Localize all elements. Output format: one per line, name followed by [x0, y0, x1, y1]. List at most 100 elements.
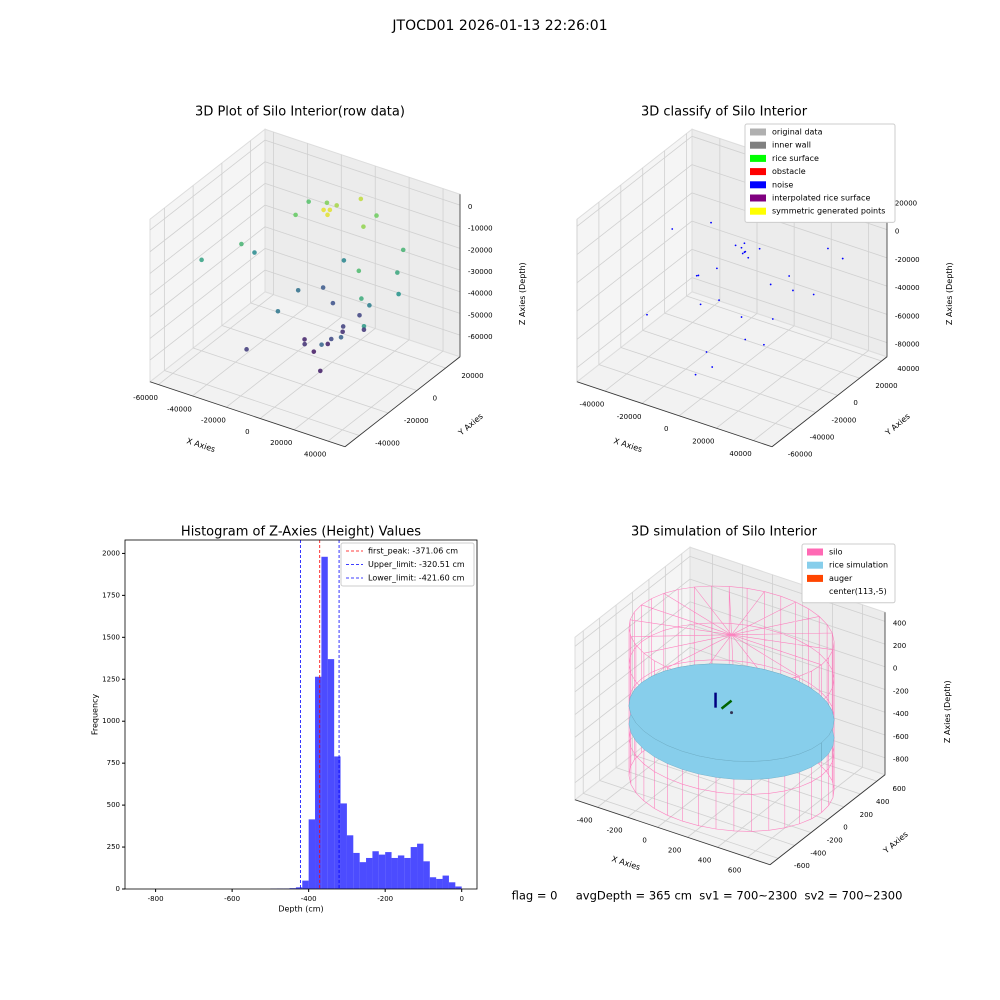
bar	[436, 878, 443, 889]
legend-label: Upper_limit: -320.51 cm	[368, 560, 465, 569]
chart-title: 3D Plot of Silo Interior(row data)	[195, 105, 405, 120]
grid-line	[264, 248, 461, 314]
x-tick-label: -40000	[167, 405, 192, 413]
x-tick-label: -20000	[617, 413, 642, 421]
point	[252, 250, 257, 255]
chart-title: Histogram of Z-Axies (Height) Values	[181, 525, 421, 540]
grid-line	[689, 601, 886, 668]
x-tick-label: -400	[301, 895, 317, 903]
z-axis-label: Z Axies (Depth)	[943, 680, 952, 743]
point	[361, 324, 367, 329]
z-tick-label: 200	[893, 642, 906, 650]
z-tick-label: 400	[893, 619, 906, 627]
point	[330, 300, 336, 306]
grid-line	[664, 312, 860, 379]
grid-line	[716, 337, 832, 429]
grid-line	[753, 350, 869, 441]
point	[812, 293, 815, 296]
grid-line	[604, 300, 721, 392]
x-tick-label: 40000	[729, 450, 751, 458]
point	[334, 203, 339, 208]
legend-swatch	[807, 574, 823, 582]
bar	[346, 835, 354, 889]
chart-title: 3D simulation of Silo Interior	[631, 525, 818, 540]
point	[695, 274, 698, 277]
bar	[448, 882, 456, 889]
point	[325, 341, 331, 347]
point	[199, 257, 204, 263]
point	[694, 373, 697, 376]
axis-line	[576, 381, 773, 448]
y-tick-label: -200	[827, 837, 843, 845]
legend-label: obstacle	[772, 167, 806, 176]
y-tick-label: -600	[794, 862, 810, 870]
grid-line	[576, 277, 693, 368]
y-tick-label: 750	[107, 759, 120, 767]
legend-swatch	[750, 207, 766, 215]
grid-line	[226, 316, 342, 408]
grid-line	[574, 556, 691, 647]
point	[340, 324, 346, 329]
axis-line	[344, 356, 461, 448]
auger-arm	[720, 699, 733, 710]
z-tick-label: -400	[893, 710, 909, 718]
x-tick-label: 20000	[692, 438, 714, 446]
y-tick-label: -20000	[404, 417, 429, 425]
bar	[289, 888, 296, 889]
z-tick-label: -80000	[895, 341, 920, 349]
bar	[340, 803, 347, 889]
grid-line	[192, 347, 389, 414]
legend-swatch	[807, 548, 823, 556]
bar	[295, 887, 303, 889]
axis-line	[771, 356, 888, 448]
grid-line	[264, 139, 461, 206]
legend-label: noise	[772, 180, 793, 189]
z-tick-label: -60000	[895, 312, 920, 320]
chart-title: 3D classify of Silo Interior	[641, 105, 808, 120]
grid-line	[574, 624, 691, 715]
point	[740, 316, 743, 318]
x-axis-label: Depth (cm)	[278, 905, 323, 914]
z-tick-label: 0	[893, 665, 897, 673]
bar	[455, 886, 462, 889]
legend-swatch	[750, 154, 766, 162]
point	[317, 368, 323, 374]
footer: flag = 0 avgDepth = 365 cm sv1 = 700~230…	[512, 889, 903, 903]
z-axis-label: Z Axies (Depth)	[945, 262, 954, 325]
grid-line	[576, 192, 693, 284]
x-tick-label: -600	[224, 895, 240, 903]
legend-label: original data	[772, 128, 823, 137]
z-tick-label: -30000	[468, 268, 493, 276]
legend-label: rice simulation	[829, 561, 888, 570]
grid-line	[192, 305, 308, 397]
point	[320, 285, 326, 290]
grid-line	[686, 295, 882, 362]
point	[306, 199, 311, 204]
grid-line	[599, 780, 795, 846]
grid-line	[583, 792, 779, 859]
legend-label: rice surface	[772, 154, 819, 163]
bar	[410, 847, 418, 889]
point	[357, 312, 362, 318]
y-tick-label: 20000	[875, 382, 897, 390]
legend-label: symmetric generated points	[772, 207, 885, 216]
y-tick-label: 1250	[102, 675, 120, 683]
point	[788, 275, 791, 277]
legend-label: interpolated rice surface	[772, 194, 870, 203]
y-axis-label: Frequency	[91, 694, 100, 736]
point	[792, 289, 794, 292]
bar	[321, 556, 328, 889]
z-tick-label: -20000	[895, 256, 920, 264]
z-tick-label: -60000	[468, 333, 493, 341]
axis-line	[769, 774, 886, 866]
bar	[378, 854, 386, 889]
point	[244, 347, 249, 352]
point	[328, 336, 334, 342]
point	[699, 303, 702, 306]
bar	[359, 862, 367, 889]
x-tick-label: 400	[698, 857, 711, 865]
point	[718, 299, 720, 302]
grid-line	[691, 277, 888, 343]
figure-title: JTOCD01 2026-01-13 22:26:01	[391, 18, 607, 34]
grid-line	[149, 204, 266, 296]
